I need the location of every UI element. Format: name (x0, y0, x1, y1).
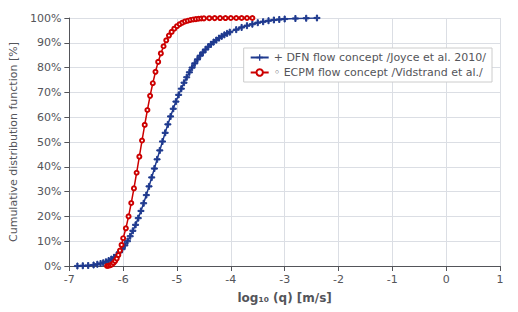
svg-text:-4: -4 (225, 273, 236, 286)
svg-text:-7: -7 (64, 273, 75, 286)
svg-text:10%: 10% (37, 235, 61, 248)
svg-text:70%: 70% (37, 86, 61, 99)
svg-text:30%: 30% (37, 185, 61, 198)
svg-text:log₁₀ (q) [m/s]: log₁₀ (q) [m/s] (237, 291, 331, 305)
svg-text:◦ ECPM flow concept /Vidstrand: ◦ ECPM flow concept /Vidstrand et al./ (274, 66, 483, 79)
svg-text:1: 1 (497, 273, 504, 286)
svg-text:+ DFN flow concept /Joyce et a: + DFN flow concept /Joyce et al. 2010/ (274, 51, 487, 64)
svg-text:-1: -1 (387, 273, 398, 286)
svg-text:-5: -5 (172, 273, 183, 286)
svg-text:50%: 50% (37, 136, 61, 149)
svg-text:-2: -2 (333, 273, 344, 286)
svg-text:0%: 0% (44, 260, 61, 273)
svg-text:20%: 20% (37, 210, 61, 223)
svg-text:-6: -6 (118, 273, 129, 286)
svg-text:0: 0 (443, 273, 450, 286)
svg-text:40%: 40% (37, 160, 61, 173)
svg-text:90%: 90% (37, 36, 61, 49)
svg-text:Cumulative distribution functi: Cumulative distribution function [%] (7, 42, 20, 242)
svg-text:-3: -3 (279, 273, 290, 286)
svg-text:80%: 80% (37, 61, 61, 74)
svg-text:60%: 60% (37, 111, 61, 124)
svg-text:100%: 100% (30, 12, 61, 25)
